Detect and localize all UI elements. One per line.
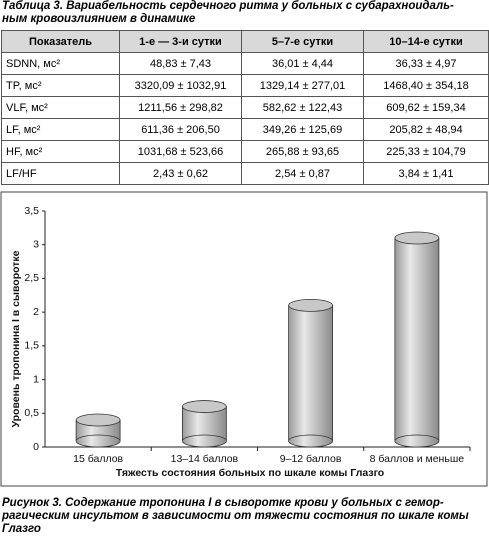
x-tick-label: 15 баллов <box>73 453 123 465</box>
table-cell: 609,62 ± 159,34 <box>363 96 489 119</box>
table-cell: TP, мс² <box>1 74 120 97</box>
bar-top <box>288 299 334 312</box>
table-cell: 225,33 ± 104,79 <box>363 140 489 163</box>
table-row: SDNN, мс² 48,83 ± 7,43 36,01 ± 4,44 36,33 ±… <box>1 52 489 75</box>
table-cell: 36,01 ± 4,44 <box>241 52 364 75</box>
bar-top <box>394 231 440 245</box>
table-cell: 1329,14 ± 277,01 <box>241 74 364 97</box>
bar-top <box>75 413 121 427</box>
table-row: HF, мс² 1031,68 ± 523,66 265,88 ± 93,65 225… <box>1 140 489 163</box>
bar-cover <box>182 440 226 442</box>
table-cell: 48,83 ± 7,43 <box>119 52 242 75</box>
table-cell: VLF, мс² <box>1 96 120 119</box>
table-caption: Таблица 3. Вариабельность сердечного рит… <box>0 0 489 26</box>
table-cell: 1031,68 ± 523,66 <box>119 140 242 163</box>
chart: Уровень тропонина I в сыворотке Тяжесть … <box>0 191 488 487</box>
table-cell: 2,54 ± 0,87 <box>241 162 364 185</box>
bar-top <box>181 400 227 413</box>
bar <box>181 400 227 448</box>
table-cell: HF, мс² <box>1 140 120 163</box>
table-cell: 349,26 ± 125,69 <box>241 118 364 141</box>
table-cell: 611,36 ± 206,50 <box>119 118 242 141</box>
table-cell: 3320,09 ± 1032,91 <box>119 74 242 97</box>
x-tick-label: 13–14 баллов <box>171 453 239 465</box>
caption-line: рагическим инсультом в зависимости от тя… <box>2 510 469 522</box>
x-tick-label: 8 баллов и меньше <box>370 453 465 465</box>
header-cell: Показатель <box>1 30 120 53</box>
y-tick-label: 3,5 <box>24 205 39 217</box>
table-row: TP, мс² 3320,09 ± 1032,91 1329,14 ± 277,01… <box>1 74 489 97</box>
y-tick-label: 1,5 <box>24 340 39 352</box>
caption-line: Таблица 3. Вариабельность сердечного рит… <box>2 0 454 12</box>
bar <box>288 299 334 448</box>
caption-line: Рисунок 3. Содержание тропонина I в сыво… <box>2 497 444 509</box>
table-cell: 582,62 ± 122,43 <box>241 96 364 119</box>
table-cell: LF/HF <box>1 162 120 185</box>
y-tick-label: 3 <box>33 238 39 250</box>
table-cell: 1211,56 ± 298,82 <box>119 96 242 119</box>
bar-cover <box>76 440 120 442</box>
header-cell: 10–14-е сутки <box>363 30 489 53</box>
header-cell: 5–7-е сутки <box>241 30 364 53</box>
table-cell: 1468,40 ± 354,18 <box>363 74 489 97</box>
y-axis-label: Уровень тропонина I в сыворотке <box>10 250 22 427</box>
y-tick-label: 0 <box>33 441 39 453</box>
table-row: LF/HF 2,43 ± 0,62 2,54 ± 0,87 3,84 ± 1,41 <box>1 162 489 185</box>
table-cell: SDNN, мс² <box>1 52 120 75</box>
table-row: LF, мс² 611,36 ± 206,50 349,26 ± 125,69 205… <box>1 118 489 141</box>
bar-body <box>394 237 440 442</box>
caption-line: Глазго <box>2 523 41 535</box>
y-tick-label: 1 <box>33 373 39 385</box>
table: Показатель 1-е — 3-и сутки 5–7-е сутки 10–1… <box>1 30 489 185</box>
table-cell: 205,82 ± 48,94 <box>363 118 489 141</box>
bar-cover <box>395 440 439 442</box>
table-cell: 3,84 ± 1,41 <box>363 162 489 185</box>
table-cell: 2,43 ± 0,62 <box>119 162 242 185</box>
table-cell: 36,33 ± 4,97 <box>363 52 489 75</box>
figure-caption: Рисунок 3. Содержание тропонина I в сыво… <box>0 497 489 536</box>
table-cell: 265,88 ± 93,65 <box>241 140 364 163</box>
bar <box>394 231 440 448</box>
y-tick-label: 0,5 <box>24 407 39 419</box>
x-tick-label: 9–12 баллов <box>280 453 342 465</box>
bar <box>75 413 121 448</box>
y-tick-label: 2,5 <box>24 272 39 284</box>
bar-body <box>288 305 334 442</box>
x-axis-label: Тяжесть состояния больных по шкале комы … <box>116 467 384 479</box>
table-cell: LF, мс² <box>1 118 120 141</box>
y-tick-label: 2 <box>33 306 39 318</box>
caption-line: ным кровоизлиянием в динамике <box>2 13 196 25</box>
table-row: VLF, мс² 1211,56 ± 298,82 582,62 ± 122,43 6… <box>1 96 489 119</box>
bar-cover <box>289 440 333 442</box>
header-cell: 1-е — 3-и сутки <box>119 30 242 53</box>
chart-frame <box>0 191 488 487</box>
